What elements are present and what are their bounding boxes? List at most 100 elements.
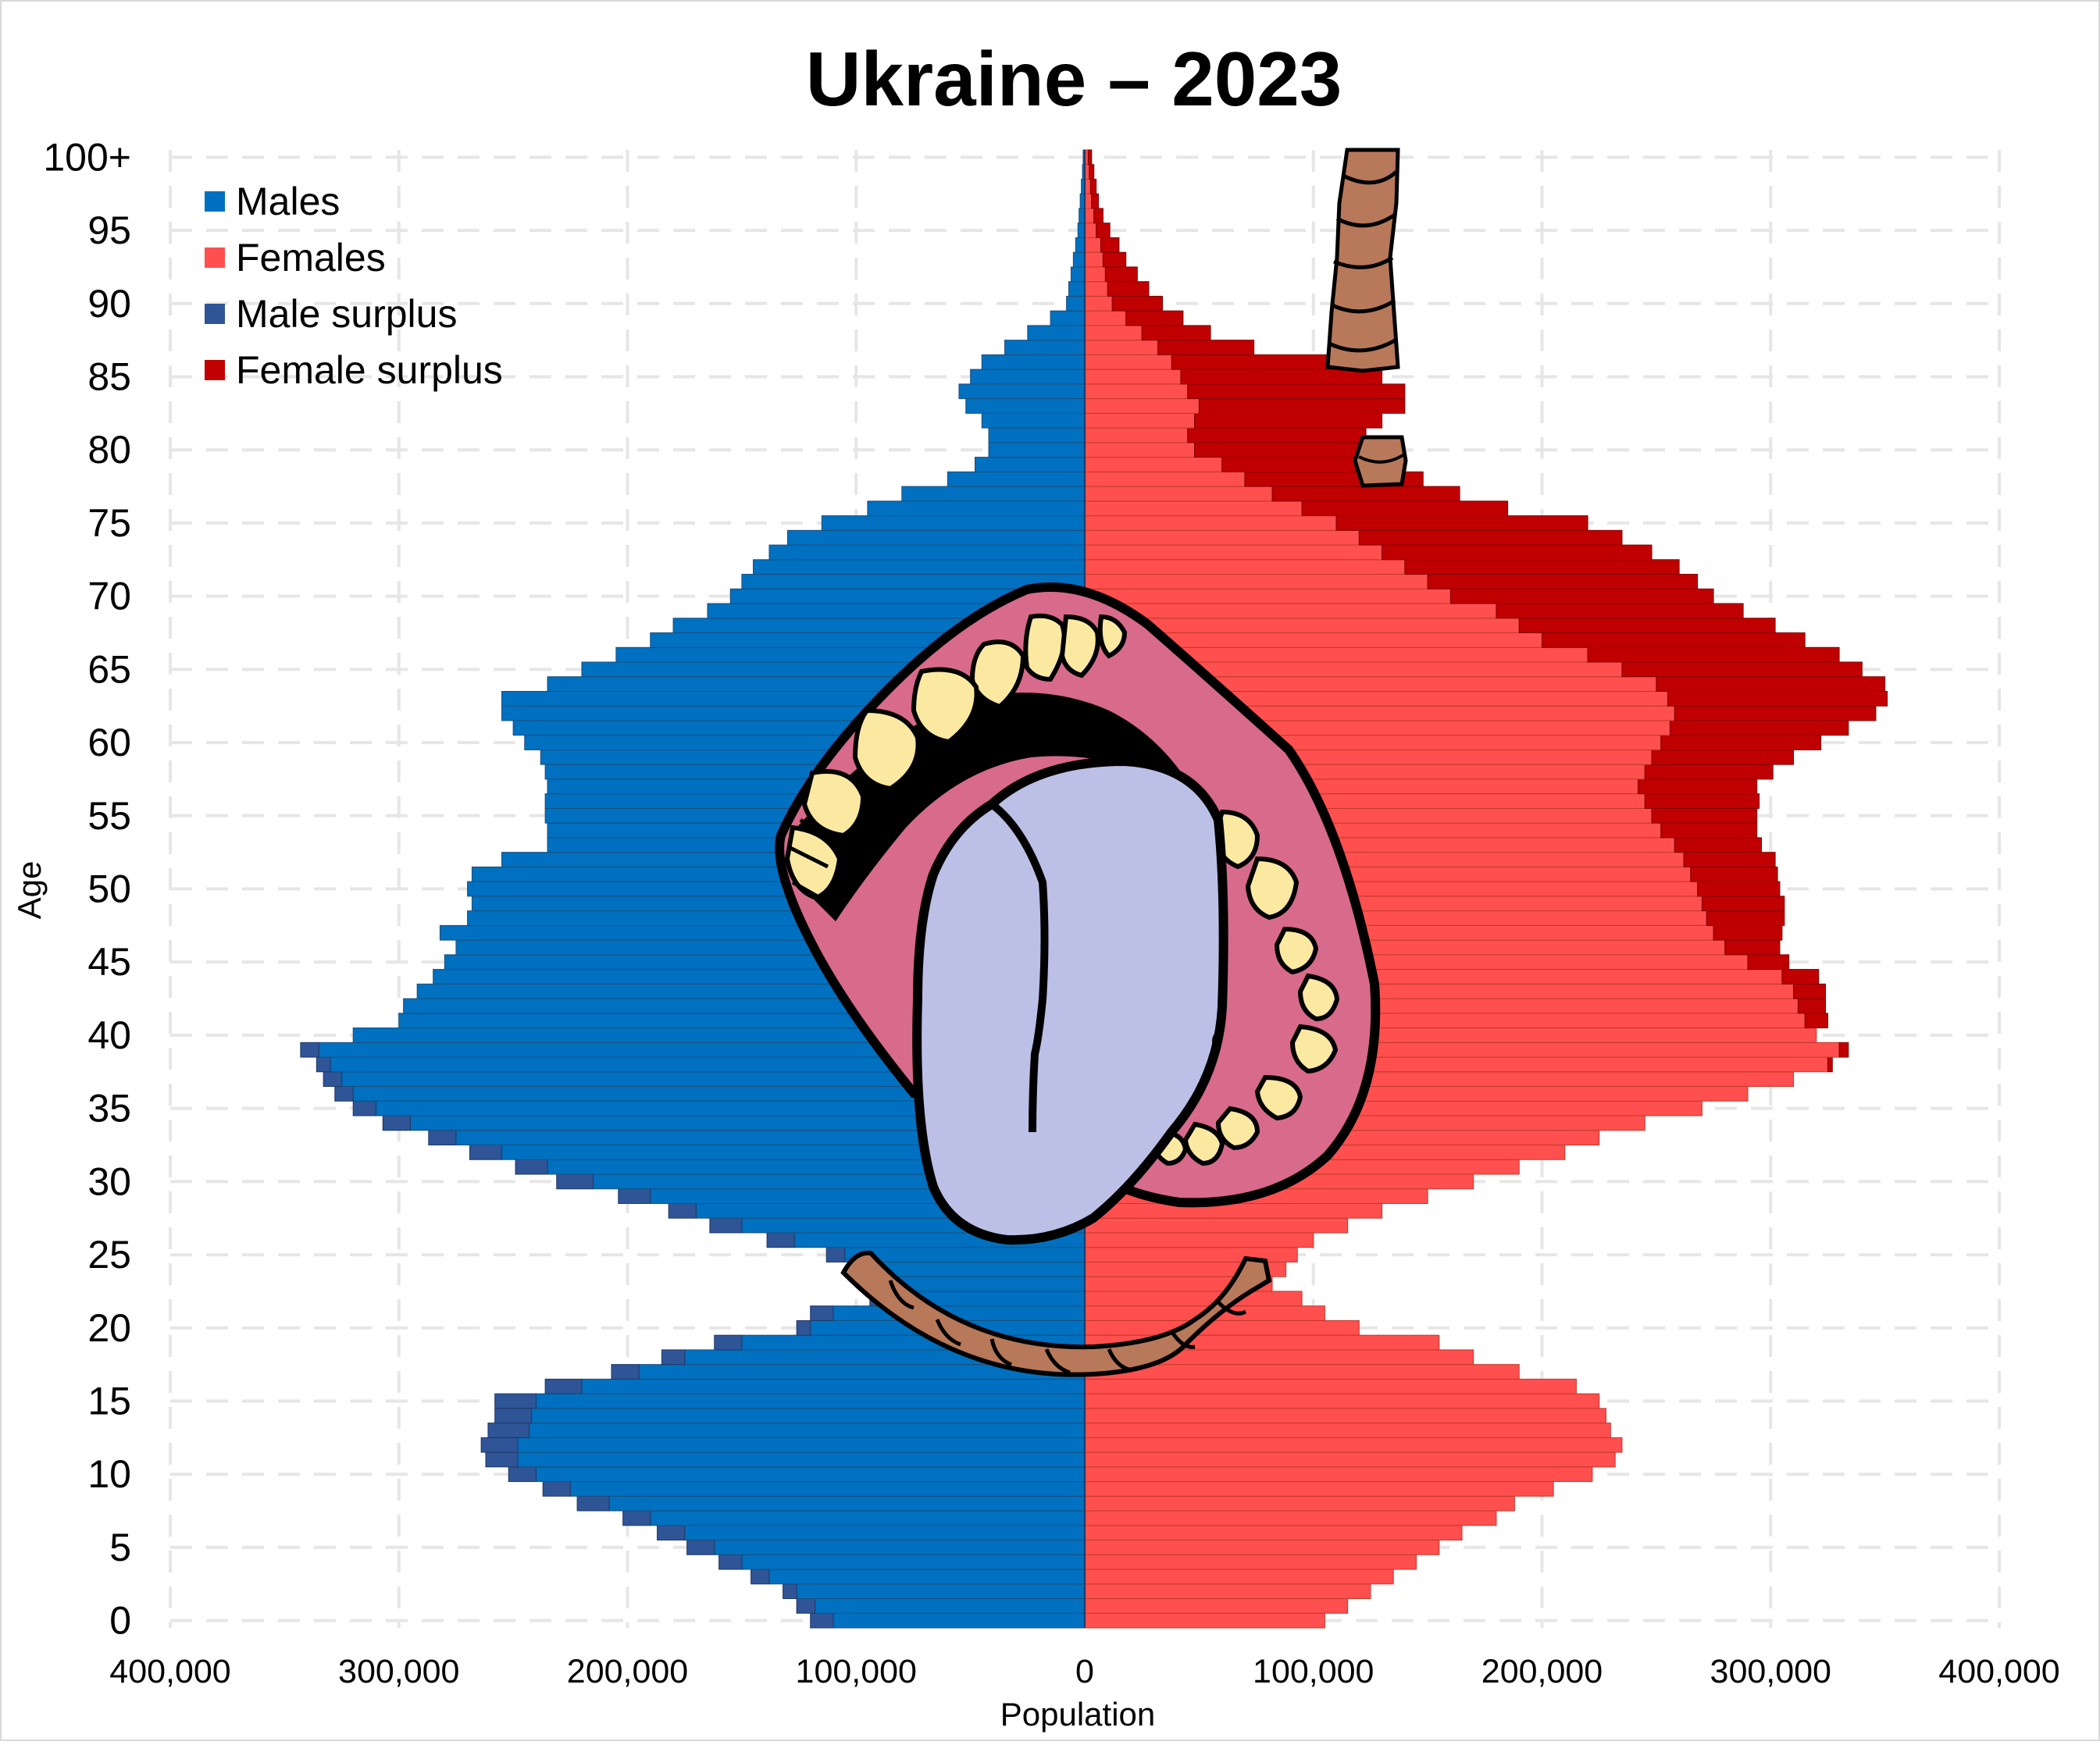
female-bar — [1084, 1583, 1371, 1600]
female-bar — [1084, 1451, 1616, 1468]
female-bar — [1084, 266, 1106, 283]
y-tick-label: 35 — [87, 1087, 131, 1131]
male-bar — [947, 471, 1086, 487]
male-bar — [714, 1540, 1086, 1555]
male-bar — [529, 1423, 1086, 1438]
legend-label: Males — [236, 180, 340, 223]
x-tick-label: 0 — [1075, 1653, 1094, 1690]
female-bar — [1084, 412, 1196, 429]
male-bar — [581, 1378, 1086, 1394]
female-surplus-bar — [1194, 442, 1360, 458]
female-surplus-bar — [1518, 618, 1776, 634]
male-surplus-bar — [544, 1378, 583, 1394]
female-surplus-bar — [1713, 924, 1783, 941]
male-bar — [988, 442, 1086, 458]
female-surplus-bar — [1674, 705, 1877, 721]
female-surplus-bar — [1644, 793, 1760, 809]
male-bar — [517, 1437, 1086, 1453]
female-bar — [1084, 588, 1451, 604]
male-surplus-bar — [825, 1247, 846, 1262]
female-surplus-bar — [1107, 281, 1150, 297]
male-surplus-bar — [783, 1583, 797, 1600]
male-bar — [833, 1612, 1086, 1629]
female-bar — [1084, 193, 1093, 209]
female-surplus-bar — [1701, 896, 1785, 912]
male-surplus-bar — [611, 1364, 640, 1380]
female-bar — [1084, 529, 1360, 546]
x-tick-label: 400,000 — [109, 1653, 230, 1690]
female-surplus-bar — [1271, 486, 1460, 502]
male-surplus-bar — [300, 1042, 319, 1058]
female-surplus-bar — [1697, 881, 1781, 897]
male-surplus-bar — [686, 1540, 715, 1555]
legend-swatch — [205, 360, 225, 380]
female-bar — [1084, 442, 1196, 458]
mouth-decoration — [775, 582, 1381, 1245]
female-surplus-bar — [1496, 603, 1744, 619]
female-bar — [1084, 500, 1303, 517]
female-bar — [1084, 354, 1172, 370]
x-tick-label: 300,000 — [1710, 1653, 1831, 1690]
female-surplus-bar — [1093, 208, 1103, 224]
x-tick-label: 200,000 — [1481, 1653, 1603, 1690]
female-surplus-bar — [1804, 1013, 1828, 1029]
male-bar — [535, 1466, 1086, 1483]
male-surplus-bar — [714, 1334, 743, 1351]
male-bar — [535, 1393, 1086, 1409]
female-surplus-bar — [1358, 529, 1623, 546]
female-bar — [1084, 340, 1159, 355]
male-surplus-bar — [323, 1071, 343, 1088]
female-surplus-bar — [1096, 223, 1111, 238]
female-surplus-bar — [1637, 778, 1758, 795]
male-bar — [1079, 208, 1086, 224]
female-bar — [1084, 1437, 1623, 1453]
female-surplus-bar — [1404, 559, 1680, 575]
female-surplus-bar — [1587, 646, 1840, 663]
female-surplus-bar — [1781, 969, 1820, 985]
female-surplus-bar — [1651, 807, 1758, 824]
female-bar — [1084, 1554, 1417, 1570]
legend-swatch — [205, 248, 225, 268]
male-bar — [1027, 325, 1086, 341]
y-tick-label: 75 — [87, 501, 131, 545]
male-surplus-bar — [810, 1305, 834, 1321]
x-tick-label: 200,000 — [567, 1653, 688, 1690]
female-bar — [1084, 295, 1113, 312]
y-tick-label: 30 — [87, 1159, 131, 1203]
male-bar — [569, 1481, 1086, 1497]
female-bar — [1084, 427, 1189, 443]
female-bar — [1084, 281, 1108, 297]
female-surplus-bar — [1449, 588, 1714, 604]
y-tick-label: 70 — [87, 575, 131, 618]
male-surplus-bar — [796, 1598, 816, 1614]
x-tick-label: 300,000 — [338, 1653, 459, 1690]
female-bar — [1084, 457, 1223, 472]
female-surplus-bar — [1091, 193, 1100, 209]
male-bar — [517, 1451, 1086, 1468]
male-surplus-bar — [515, 1159, 548, 1175]
male-surplus-bar — [508, 1466, 537, 1483]
x-tick-labels: 400,000 300,000 200,000 100,000 0 100,000 200,… — [109, 1653, 2059, 1690]
female-bar — [1084, 369, 1182, 385]
female-bar — [1084, 1232, 1314, 1248]
x-tick-label: 100,000 — [1253, 1653, 1374, 1690]
female-surplus-bar — [1542, 632, 1806, 648]
male-bar — [988, 427, 1086, 443]
male-bar — [684, 1525, 1086, 1541]
female-bar — [1084, 325, 1143, 341]
male-surplus-bar — [618, 1188, 651, 1204]
male-surplus-bar — [751, 1569, 770, 1585]
legend-label: Male surplus — [236, 292, 457, 336]
male-surplus-bar — [709, 1217, 743, 1234]
male-bar — [844, 1247, 1086, 1262]
male-surplus-bar — [469, 1144, 502, 1160]
male-bar — [958, 383, 1086, 400]
male-surplus-bar — [487, 1423, 530, 1438]
y-tick-label: 0 — [109, 1599, 131, 1643]
male-bar — [965, 398, 1086, 414]
male-surplus-bar — [485, 1451, 519, 1468]
male-bar — [1072, 251, 1086, 268]
female-surplus-bar — [1171, 354, 1332, 370]
male-surplus-bar — [661, 1349, 686, 1366]
female-surplus-bar — [1335, 515, 1588, 531]
